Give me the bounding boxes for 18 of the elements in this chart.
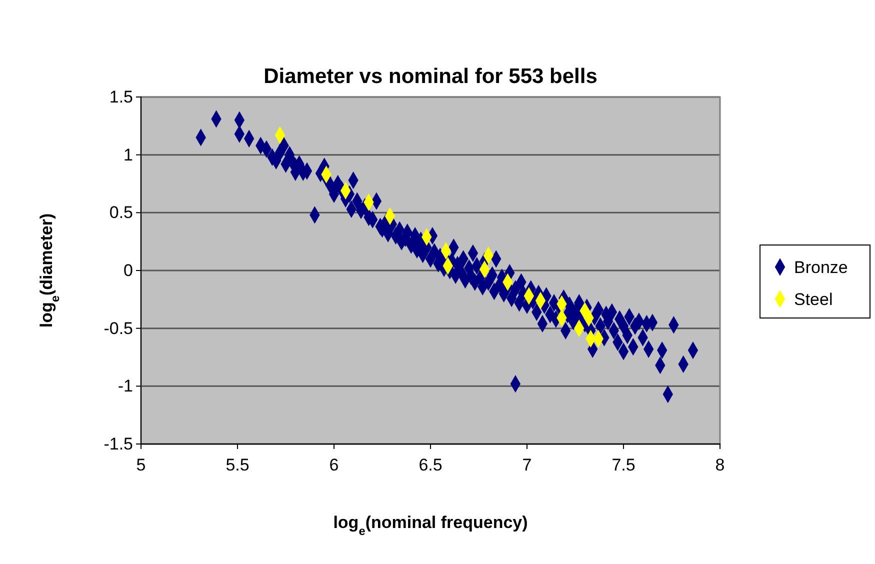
x-tick-label: 5 (136, 456, 146, 475)
x-axis-title: log$_{e}$(nominal frequency) (333, 513, 528, 538)
y-tick-label: -1.5 (104, 434, 133, 454)
x-tick-label: 7.5 (612, 456, 636, 475)
legend-label: Steel (794, 290, 833, 309)
legend-label: Bronze (794, 258, 848, 277)
x-tick-label: 6.5 (418, 456, 442, 475)
x-tick-label: 5.5 (226, 456, 250, 475)
y-tick-label: 0 (124, 260, 133, 280)
y-tick-label: -0.5 (104, 318, 133, 338)
y-tick-label: 1 (124, 145, 133, 164)
x-tick-label: 8 (715, 456, 725, 475)
y-tick-label: 0.5 (109, 203, 133, 222)
y-tick-label: -1 (118, 376, 133, 396)
x-tick-label: 7 (522, 456, 532, 475)
chart-title: Diameter vs nominal for 553 bells (264, 65, 598, 88)
y-tick-label: 1.5 (109, 87, 133, 106)
x-tick-label: 6 (329, 456, 339, 475)
